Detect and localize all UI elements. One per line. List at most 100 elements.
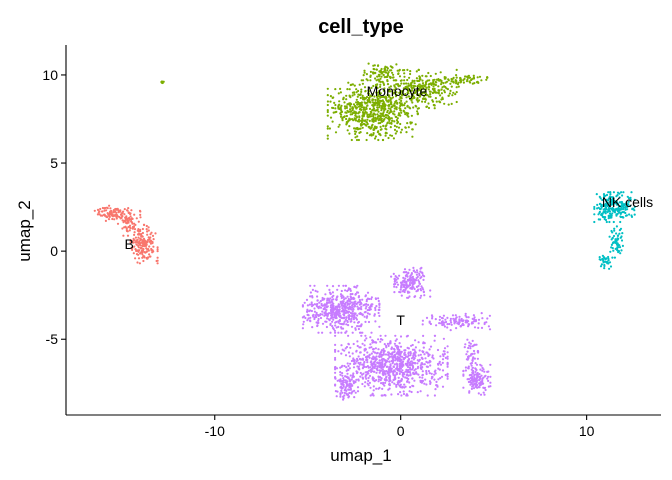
data-point: [416, 275, 419, 278]
data-point: [396, 381, 399, 384]
data-point: [483, 322, 486, 326]
data-point: [413, 79, 416, 82]
data-point: [104, 219, 107, 222]
data-point: [411, 92, 414, 95]
data-point: [382, 138, 385, 142]
data-point: [397, 353, 401, 356]
data-point: [139, 252, 142, 255]
data-point: [402, 390, 405, 393]
data-point: [418, 376, 421, 379]
data-point: [450, 321, 453, 324]
data-point: [342, 379, 345, 382]
data-point: [413, 82, 416, 85]
data-point: [394, 95, 398, 98]
data-point: [481, 317, 484, 320]
data-point: [389, 126, 392, 129]
data-point: [388, 116, 391, 119]
data-point: [355, 115, 358, 118]
data-point: [381, 368, 384, 371]
data-point: [325, 303, 328, 306]
data-point: [482, 368, 485, 371]
data-point: [401, 369, 404, 372]
data-point: [469, 354, 472, 357]
data-point: [334, 377, 337, 380]
data-point: [368, 313, 371, 316]
series-t: [301, 266, 492, 401]
data-point: [351, 306, 354, 309]
data-point: [385, 114, 388, 117]
data-point: [611, 247, 614, 250]
data-point: [404, 93, 407, 96]
data-point: [463, 346, 466, 349]
data-point: [369, 386, 372, 389]
data-point: [346, 129, 349, 132]
data-point: [455, 74, 458, 77]
data-point: [98, 210, 101, 213]
data-point: [361, 377, 365, 380]
data-point: [116, 207, 119, 210]
data-point: [389, 99, 392, 102]
data-point: [366, 291, 370, 294]
data-point: [361, 382, 364, 386]
data-point: [462, 386, 465, 389]
data-point: [334, 350, 337, 353]
data-point: [359, 375, 362, 378]
data-point: [344, 309, 347, 312]
data-point: [398, 372, 401, 375]
data-point: [345, 117, 348, 121]
data-point: [120, 216, 123, 219]
data-point: [370, 134, 373, 137]
data-point: [381, 80, 384, 83]
data-point: [482, 386, 485, 389]
data-point: [466, 350, 469, 353]
data-point: [345, 369, 348, 372]
data-point: [372, 377, 375, 380]
data-point: [467, 74, 470, 77]
x-axis-title: umap_1: [330, 446, 391, 465]
data-point: [362, 372, 365, 375]
data-point: [391, 71, 394, 74]
data-point: [370, 111, 373, 114]
data-point: [361, 123, 364, 126]
data-point: [332, 311, 335, 314]
data-point: [425, 365, 428, 368]
data-point: [353, 91, 356, 94]
data-point: [384, 353, 388, 356]
data-point: [358, 94, 361, 97]
data-point: [619, 201, 622, 204]
data-point: [408, 390, 411, 393]
data-point: [605, 206, 608, 209]
data-point: [607, 209, 610, 212]
data-point: [344, 289, 347, 292]
data-point: [363, 339, 366, 342]
data-point: [440, 88, 443, 91]
data-point: [392, 360, 395, 363]
data-point: [631, 208, 634, 211]
data-point: [477, 322, 480, 325]
data-point: [332, 294, 335, 297]
data-point: [354, 381, 357, 384]
data-point: [372, 350, 375, 353]
data-point: [416, 79, 419, 82]
data-point: [384, 97, 387, 100]
data-point: [359, 301, 362, 304]
data-point: [403, 268, 407, 271]
data-point: [329, 297, 332, 300]
cluster-label: NK cells: [602, 194, 653, 210]
data-point: [347, 311, 350, 314]
data-point: [359, 127, 362, 130]
data-point: [307, 314, 310, 317]
data-point: [603, 211, 606, 214]
data-point: [425, 360, 428, 363]
data-point: [380, 120, 383, 123]
data-point: [365, 120, 368, 123]
data-point: [603, 267, 606, 270]
data-point: [348, 88, 351, 91]
data-point: [394, 282, 397, 286]
data-point: [405, 368, 408, 371]
data-point: [136, 238, 139, 241]
data-point: [439, 363, 443, 366]
data-point: [133, 228, 137, 231]
data-point: [335, 312, 338, 315]
